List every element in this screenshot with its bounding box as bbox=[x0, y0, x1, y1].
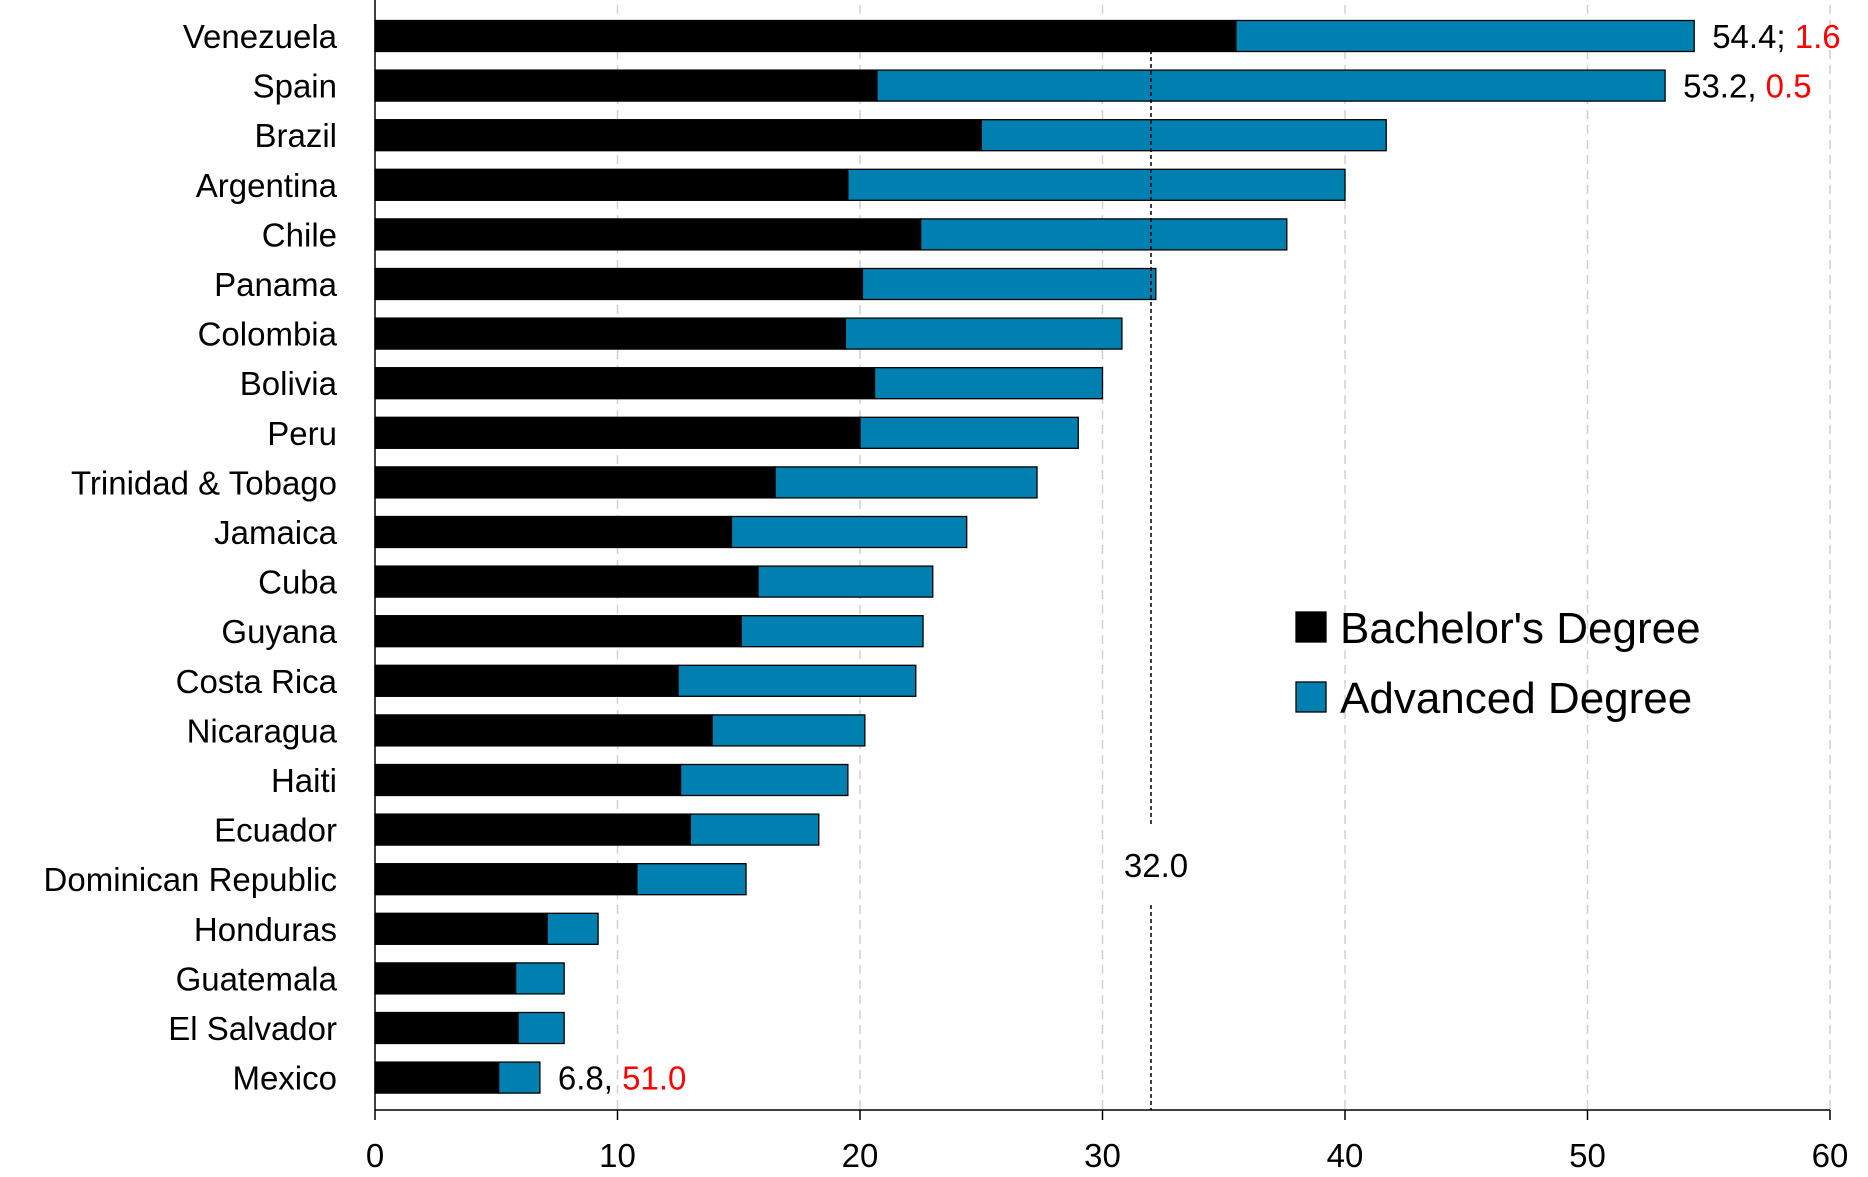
bar-bachelor-dominican-republic bbox=[374, 863, 638, 896]
category-label: Venezuela bbox=[183, 18, 338, 55]
category-label: Jamaica bbox=[214, 514, 338, 551]
bar-advanced-ecuador bbox=[689, 813, 820, 846]
annotation-highlight: 0.5 bbox=[1766, 68, 1812, 105]
bar-bachelor-nicaragua bbox=[374, 714, 713, 747]
category-label: Dominican Republic bbox=[44, 861, 337, 898]
annotation-mexico: 6.8, 51.0 bbox=[558, 1060, 686, 1097]
bar-advanced-argentina bbox=[847, 168, 1346, 201]
bar-bachelor-jamaica bbox=[374, 515, 733, 549]
bar-bachelor-trinidad-tobago bbox=[374, 466, 776, 499]
bar-advanced-haiti bbox=[679, 763, 849, 797]
annotation-spain: 53.2, 0.5 bbox=[1683, 68, 1811, 105]
category-label: Bolivia bbox=[240, 365, 338, 402]
category-label: El Salvador bbox=[168, 1010, 337, 1047]
bar-bachelor-panama bbox=[374, 267, 864, 301]
bar-advanced-costa-rica bbox=[677, 664, 917, 697]
bar-advanced-nicaragua bbox=[711, 714, 866, 747]
x-tick-label: 60 bbox=[1812, 1137, 1849, 1174]
x-tick-label: 50 bbox=[1569, 1137, 1606, 1174]
bar-advanced-honduras bbox=[546, 912, 599, 945]
category-label: Trinidad & Tobago bbox=[71, 464, 337, 501]
bar-bachelor-colombia bbox=[374, 317, 847, 350]
legend-swatch-bachelor bbox=[1295, 611, 1327, 643]
annotation-venezuela: 54.4; 1.6 bbox=[1712, 18, 1840, 55]
legend-label-bachelor: Bachelor's Degree bbox=[1340, 604, 1701, 653]
category-label: Colombia bbox=[198, 316, 338, 353]
category-label: Ecuador bbox=[214, 812, 337, 849]
category-label: Nicaragua bbox=[187, 712, 338, 749]
bar-advanced-bolivia bbox=[873, 367, 1104, 400]
category-label: Honduras bbox=[194, 911, 337, 948]
bar-advanced-guatemala bbox=[515, 962, 565, 995]
bar-advanced-colombia bbox=[844, 317, 1123, 350]
annotation-value: 53.2, bbox=[1683, 68, 1766, 105]
bar-advanced-panama bbox=[861, 267, 1157, 301]
category-label: Peru bbox=[267, 415, 337, 452]
bar-advanced-trinidad-tobago bbox=[774, 466, 1038, 499]
category-label: Argentina bbox=[196, 167, 338, 204]
bar-bachelor-haiti bbox=[374, 763, 682, 797]
bar-advanced-spain bbox=[876, 69, 1666, 102]
category-label: Costa Rica bbox=[176, 663, 338, 700]
bar-bachelor-guyana bbox=[374, 615, 742, 648]
category-label: Chile bbox=[262, 216, 337, 253]
category-label: Panama bbox=[214, 266, 338, 303]
x-tick-label: 30 bbox=[1084, 1137, 1121, 1174]
bar-advanced-jamaica bbox=[730, 515, 968, 549]
bar-bachelor-bolivia bbox=[374, 367, 876, 400]
bar-bachelor-brazil bbox=[374, 119, 982, 152]
legend-swatch-advanced bbox=[1295, 681, 1327, 713]
bar-bachelor-mexico bbox=[374, 1061, 500, 1094]
bar-bachelor-guatemala bbox=[374, 962, 517, 995]
bar-bachelor-venezuela bbox=[374, 19, 1237, 53]
bar-bachelor-honduras bbox=[374, 912, 548, 945]
x-tick-label: 20 bbox=[842, 1137, 879, 1174]
bar-bachelor-spain bbox=[374, 69, 878, 102]
bar-advanced-peru bbox=[859, 416, 1079, 449]
annotation-value: 54.4; bbox=[1712, 18, 1795, 55]
category-label: Spain bbox=[253, 68, 337, 105]
category-label: Brazil bbox=[254, 117, 337, 154]
bar-advanced-venezuela bbox=[1235, 19, 1695, 53]
bar-advanced-guyana bbox=[740, 615, 924, 648]
annotation-highlight: 1.6 bbox=[1795, 18, 1841, 55]
bar-bachelor-cuba bbox=[374, 565, 759, 598]
category-label: Cuba bbox=[258, 564, 338, 601]
annotation-highlight: 51.0 bbox=[622, 1060, 686, 1097]
legend-label-advanced: Advanced Degree bbox=[1340, 674, 1692, 723]
bar-bachelor-costa-rica bbox=[374, 664, 679, 697]
category-label: Mexico bbox=[232, 1060, 337, 1097]
category-label: Guyana bbox=[221, 613, 337, 650]
bar-bachelor-el-salvador bbox=[374, 1011, 519, 1045]
bar-bachelor-argentina bbox=[374, 168, 849, 201]
category-label: Haiti bbox=[271, 762, 337, 799]
x-tick-label: 0 bbox=[366, 1137, 384, 1174]
bar-advanced-cuba bbox=[757, 565, 934, 598]
bar-advanced-brazil bbox=[980, 119, 1387, 152]
annotation-value: 6.8, bbox=[558, 1060, 622, 1097]
bar-advanced-chile bbox=[919, 218, 1288, 251]
bar-bachelor-ecuador bbox=[374, 813, 691, 846]
reference-line-label: 32.0 bbox=[1124, 847, 1188, 884]
bar-advanced-mexico bbox=[498, 1061, 541, 1094]
x-tick-label: 10 bbox=[599, 1137, 636, 1174]
bar-bachelor-peru bbox=[374, 416, 861, 449]
bar-advanced-dominican-republic bbox=[636, 863, 747, 896]
bar-advanced-el-salvador bbox=[517, 1011, 565, 1045]
category-label: Guatemala bbox=[176, 960, 338, 997]
bar-bachelor-chile bbox=[374, 218, 922, 251]
x-tick-label: 40 bbox=[1327, 1137, 1364, 1174]
